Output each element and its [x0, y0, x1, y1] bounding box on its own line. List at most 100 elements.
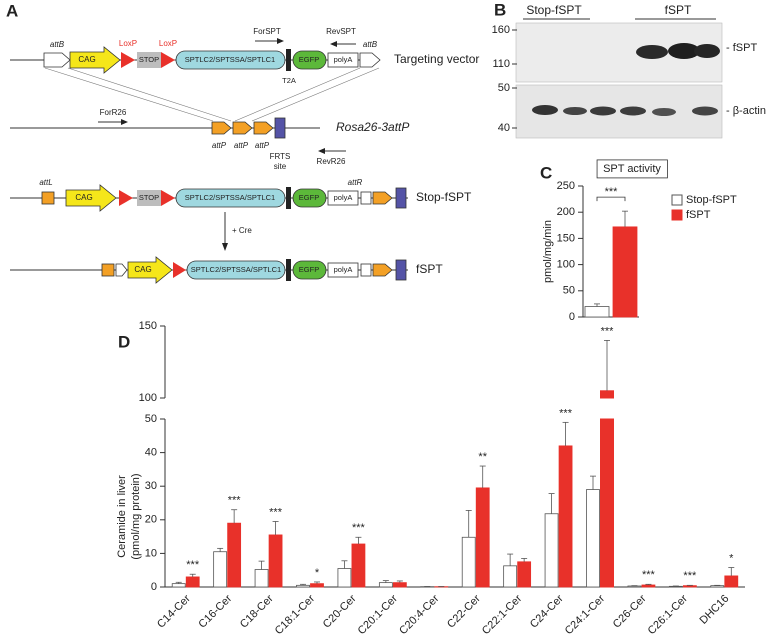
panel-label: D [118, 332, 130, 351]
legend-swatch [671, 209, 683, 221]
egfp [292, 50, 327, 70]
polya-label: polyA [334, 193, 353, 202]
x-tick-label: C20-Cer [321, 592, 359, 630]
t2a-label: T2A [282, 76, 296, 85]
cag-label: CAG [75, 193, 92, 202]
construct-label: fSPT [416, 262, 443, 276]
attp-site [211, 121, 232, 135]
y-tick-label: 100 [139, 392, 157, 404]
cre-label: + Cre [232, 226, 252, 235]
t2a-site [286, 187, 291, 209]
loxp-site [161, 52, 175, 68]
bar [378, 582, 393, 588]
band [692, 106, 718, 116]
frts-label: FRTS [270, 152, 291, 161]
bar [586, 489, 600, 588]
construct-label: Stop-fSPT [416, 190, 472, 204]
band [652, 108, 676, 116]
band [668, 43, 700, 59]
bar [310, 583, 324, 588]
attp-site [232, 121, 253, 135]
significance: *** [186, 559, 200, 571]
attp-site [372, 263, 393, 277]
att-label: attR [348, 178, 363, 187]
recombination-lines [44, 67, 380, 122]
gene-cassette [175, 50, 286, 70]
y-tick-label: 30 [145, 480, 157, 492]
bar [600, 418, 614, 588]
cag-promoter [127, 256, 173, 284]
marker-label: 40 [498, 122, 510, 134]
significance: * [315, 567, 320, 579]
egfp-label: EGFP [299, 193, 319, 202]
primer-label: RevSPT [326, 27, 356, 36]
guide-line [67, 67, 232, 122]
significance: *** [601, 325, 615, 337]
t2a-site [286, 259, 291, 281]
x-tick-label: C18-Cer [238, 592, 276, 630]
band [590, 106, 616, 116]
gene-label: SPTLC2/SPTSSA/SPTLC1 [191, 265, 281, 274]
primer-label: ForSPT [253, 27, 281, 36]
y-tick-label: 0 [151, 581, 157, 593]
band [694, 44, 720, 58]
att-label: attB [50, 40, 65, 49]
att-site [43, 52, 71, 68]
bar [296, 584, 310, 588]
construct-label: Targeting vector [394, 52, 479, 66]
panel-label: A [6, 1, 18, 20]
bar [185, 576, 200, 588]
guide-line [251, 67, 380, 122]
primer-label: ForR26 [100, 108, 127, 117]
band [532, 105, 558, 115]
band [620, 106, 646, 116]
stop-label: STOP [139, 193, 159, 202]
bar [710, 585, 725, 588]
x-tick-label: C20:4-Cer [397, 592, 442, 637]
significance: * [729, 552, 734, 564]
significance: *** [352, 522, 366, 534]
significance: *** [683, 570, 697, 582]
panel-label: C [540, 163, 552, 182]
bar [461, 536, 476, 588]
bar [584, 306, 610, 318]
chart-title: SPT activity [603, 163, 661, 175]
y-tick-label: 20 [145, 514, 157, 526]
bar [682, 585, 697, 588]
x-tick-label: DHC16 [697, 593, 731, 627]
arrowhead [318, 148, 325, 154]
y-tick-label: 50 [145, 413, 157, 425]
attp-label: attP [212, 141, 227, 150]
band-label: - fSPT [726, 42, 757, 54]
att-site [41, 191, 55, 205]
loxp-label: LoxP [119, 39, 137, 48]
y-tick-label: 250 [557, 180, 575, 192]
arrowhead [330, 41, 337, 47]
gene-label: SPTLC2/SPTSSA/SPTLC1 [185, 55, 275, 64]
y-tick-label: 50 [563, 285, 575, 297]
y-axis-label: Ceramide in liver [116, 475, 128, 558]
att-site [360, 263, 372, 277]
polya [327, 262, 359, 278]
bar [268, 534, 283, 588]
egfp [292, 188, 327, 208]
att-site [359, 52, 381, 68]
significance-bracket [596, 196, 626, 202]
significance: *** [559, 407, 573, 419]
marker-label: 160 [492, 24, 510, 36]
panel-label: B [494, 0, 506, 19]
band [636, 45, 668, 59]
arrowhead [277, 38, 284, 44]
significance: *** [642, 569, 656, 581]
bar [213, 551, 228, 588]
lane-label: fSPT [665, 3, 692, 17]
egfp-label: EGFP [299, 265, 319, 274]
targeting-vector: attB CAG LoxP STOP LoxP SPTLC2/SPTSSA/SP… [10, 27, 479, 85]
bar [544, 513, 559, 588]
loxp-site [119, 190, 133, 206]
stop-cassette [137, 52, 161, 68]
cag-promoter [69, 46, 121, 74]
significance: ** [478, 451, 487, 463]
